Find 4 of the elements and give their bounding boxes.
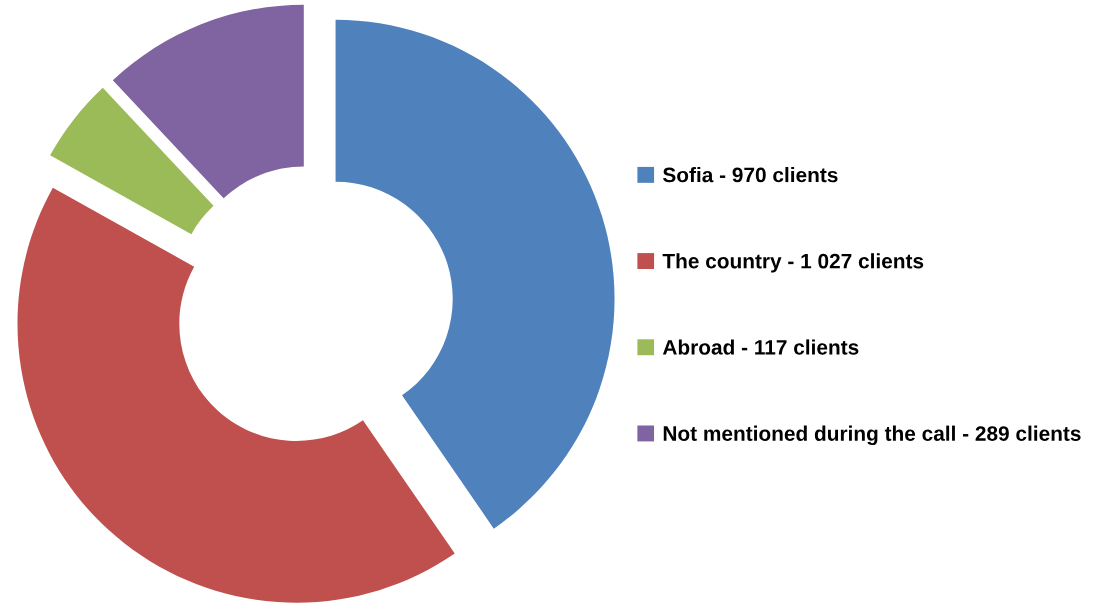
- legend-label: The country - 1 027 clients: [662, 253, 924, 273]
- legend-label: Not mentioned during the call - 289 clients: [663, 425, 1081, 446]
- legend-label: Abroad - 117 clients: [662, 339, 859, 355]
- legend-label: Sofia - 970 clients: [662, 167, 838, 183]
